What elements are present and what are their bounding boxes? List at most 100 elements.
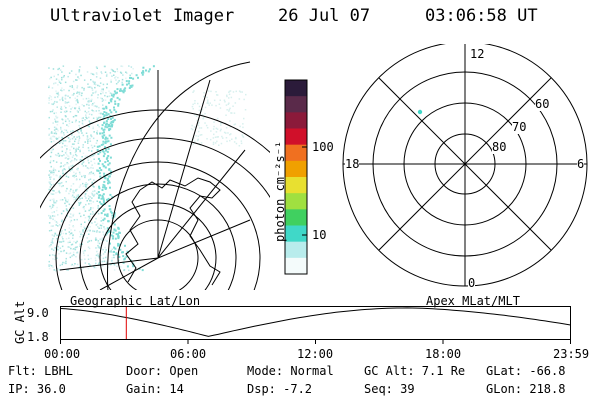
emission-speckle xyxy=(55,269,57,272)
emission-speckle xyxy=(113,215,116,218)
emission-speckle xyxy=(113,118,116,121)
emission-speckle xyxy=(105,105,108,108)
emission-speckle xyxy=(55,121,57,123)
emission-speckle xyxy=(84,183,86,186)
emission-speckle xyxy=(106,198,108,201)
emission-speckle xyxy=(113,264,116,266)
emission-speckle xyxy=(101,163,104,166)
emission-speckle xyxy=(80,129,82,131)
emission-speckle xyxy=(114,71,116,73)
emission-speckle xyxy=(108,90,110,92)
emission-speckle xyxy=(99,116,102,119)
emission-speckle xyxy=(48,265,50,267)
emission-speckle xyxy=(66,148,68,150)
emission-speckle xyxy=(122,261,125,264)
emission-speckle xyxy=(60,165,62,167)
emission-speckle xyxy=(93,230,96,233)
emission-speckle xyxy=(213,99,216,102)
emission-speckle xyxy=(62,240,64,243)
emission-speckle xyxy=(215,131,218,133)
emission-speckle xyxy=(113,228,116,231)
emission-speckle xyxy=(219,107,222,109)
emission-speckle xyxy=(242,136,245,138)
emission-speckle xyxy=(76,100,79,102)
emission-speckle xyxy=(108,125,110,128)
emission-speckle xyxy=(50,132,53,134)
emission-speckle xyxy=(58,67,60,70)
emission-speckle xyxy=(70,165,72,167)
emission-speckle xyxy=(79,230,81,233)
emission-speckle xyxy=(92,190,94,193)
emission-speckle xyxy=(48,188,50,191)
emission-speckle xyxy=(208,104,210,106)
emission-speckle xyxy=(98,255,100,258)
emission-speckle xyxy=(75,159,78,161)
emission-speckle xyxy=(113,250,115,253)
emission-speckle xyxy=(48,222,51,224)
emission-speckle xyxy=(232,105,234,107)
colorbar-swatch xyxy=(285,160,307,178)
emission-speckle xyxy=(78,77,80,80)
emission-speckle xyxy=(98,256,100,259)
emission-speckle xyxy=(76,218,78,221)
emission-speckle xyxy=(69,221,72,223)
emission-speckle xyxy=(102,140,105,143)
emission-speckle xyxy=(51,135,54,138)
emission-speckle xyxy=(79,245,81,247)
emission-speckle xyxy=(91,172,93,175)
emission-speckle xyxy=(82,146,84,148)
emission-speckle xyxy=(120,65,122,67)
emission-speckle xyxy=(104,161,107,164)
emission-speckle xyxy=(87,125,90,127)
emission-speckle xyxy=(109,170,112,173)
emission-speckle xyxy=(48,246,51,248)
emission-speckle xyxy=(104,166,107,169)
emission-speckle xyxy=(113,254,116,256)
emission-speckle xyxy=(96,250,98,253)
emission-speckle xyxy=(72,175,74,177)
emission-speckle xyxy=(49,181,52,183)
emission-speckle xyxy=(61,219,63,221)
emission-speckle xyxy=(61,130,63,133)
emission-speckle xyxy=(63,89,65,91)
emission-speckle xyxy=(109,143,112,146)
emission-speckle xyxy=(106,126,109,129)
emission-speckle xyxy=(235,90,237,93)
emission-speckle xyxy=(74,248,77,251)
status-dsp: Dsp: -7.2 xyxy=(247,382,313,396)
emission-speckle xyxy=(65,260,67,263)
emission-speckle xyxy=(58,81,61,83)
emission-speckle xyxy=(71,133,73,135)
emission-speckle xyxy=(100,202,103,205)
emission-speckle xyxy=(110,251,112,253)
emission-speckle xyxy=(52,237,54,240)
emission-speckle xyxy=(86,117,88,120)
colorbar-swatch xyxy=(285,241,307,259)
emission-speckle xyxy=(106,177,109,180)
emission-speckle xyxy=(226,95,228,98)
emission-speckle xyxy=(91,194,94,196)
emission-speckle xyxy=(58,190,60,192)
emission-speckle xyxy=(105,120,108,123)
emission-speckle xyxy=(243,117,245,120)
emission-speckle xyxy=(126,83,128,86)
emission-speckle xyxy=(50,165,52,168)
emission-speckle xyxy=(74,229,76,232)
emission-speckle xyxy=(81,119,84,122)
emission-speckle xyxy=(92,92,94,94)
emission-speckle xyxy=(90,257,92,260)
emission-speckle xyxy=(102,83,105,86)
emission-speckle xyxy=(126,265,129,268)
emission-speckle xyxy=(79,173,81,175)
emission-speckle xyxy=(97,205,99,207)
emission-speckle xyxy=(106,86,108,89)
emission-speckle xyxy=(67,101,70,103)
emission-speckle xyxy=(50,136,52,139)
emission-speckle xyxy=(137,76,139,79)
emission-speckle xyxy=(56,137,59,140)
emission-speckle xyxy=(59,199,62,201)
emission-speckle xyxy=(59,82,62,84)
emission-speckle xyxy=(68,140,71,143)
emission-speckle xyxy=(85,182,87,184)
emission-speckle xyxy=(203,95,205,98)
